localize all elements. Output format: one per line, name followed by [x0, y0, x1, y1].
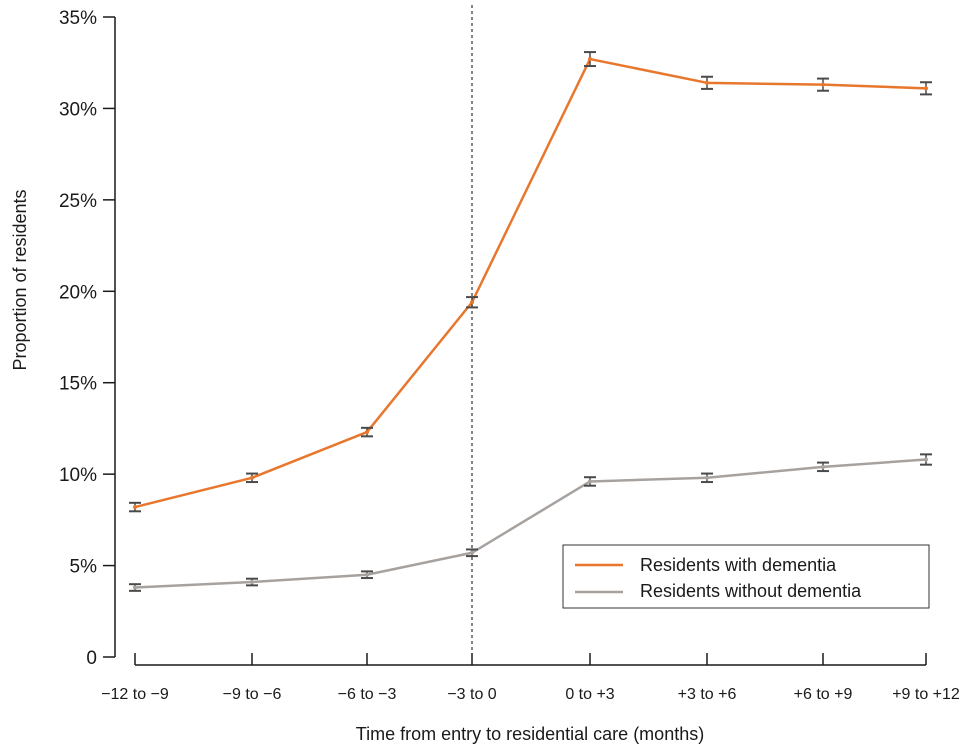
x-axis: −12 to −9 −9 to −6 −6 to −3 −3 to 0 0 to +3 +… — [101, 653, 960, 703]
data-point-no-dementia — [821, 464, 825, 469]
x-tick-label: +3 to +6 — [678, 686, 737, 703]
data-point-no-dementia — [924, 457, 928, 462]
data-point-dementia — [821, 82, 825, 87]
y-tick-label: 25% — [59, 191, 97, 212]
x-tick-label: −12 to −9 — [101, 686, 169, 703]
y-tick-label: 15% — [59, 374, 97, 395]
data-point-dementia — [470, 300, 474, 305]
y-tick-label: 30% — [59, 99, 97, 120]
data-point-dementia — [133, 505, 137, 510]
legend-label-dementia: Residents with dementia — [640, 555, 837, 575]
data-point-no-dementia — [250, 580, 254, 585]
data-point-no-dementia — [133, 585, 137, 590]
data-point-dementia — [705, 80, 709, 85]
legend: Residents with dementia Residents withou… — [562, 544, 930, 609]
data-point-dementia — [588, 57, 592, 62]
series-layer — [129, 51, 932, 592]
data-point-no-dementia — [705, 475, 709, 480]
x-tick-label: 0 to +3 — [565, 686, 614, 703]
x-tick-label: −3 to 0 — [447, 686, 496, 703]
series-line-dementia — [134, 57, 927, 509]
data-point-dementia — [250, 475, 254, 480]
legend-box — [562, 544, 930, 609]
data-point-no-dementia — [588, 479, 592, 484]
data-point-dementia — [924, 86, 928, 91]
y-axis-title: Proportion of residents — [10, 189, 30, 370]
y-tick-label: 10% — [59, 465, 97, 486]
x-tick-label: +9 to +12 — [892, 686, 960, 703]
data-point-no-dementia — [365, 572, 369, 577]
data-point-no-dementia — [470, 550, 474, 555]
legend-label-no-dementia: Residents without dementia — [640, 581, 862, 601]
y-tick-label: 20% — [59, 282, 97, 303]
x-tick-label: −9 to −6 — [223, 686, 282, 703]
x-tick-label: +6 to +9 — [794, 686, 853, 703]
series-line-no-dementia — [134, 458, 927, 589]
x-tick-label: −6 to −3 — [338, 686, 397, 703]
x-axis-title: Time from entry to residential care (mon… — [356, 724, 704, 744]
y-axis: 0 5% 10% 15% 20% 25% 30% 35% — [59, 8, 116, 669]
data-point-dementia — [365, 430, 369, 435]
y-tick-label: 5% — [70, 557, 98, 578]
y-tick-label: 35% — [59, 8, 97, 29]
y-tick-label: 0 — [86, 648, 97, 669]
